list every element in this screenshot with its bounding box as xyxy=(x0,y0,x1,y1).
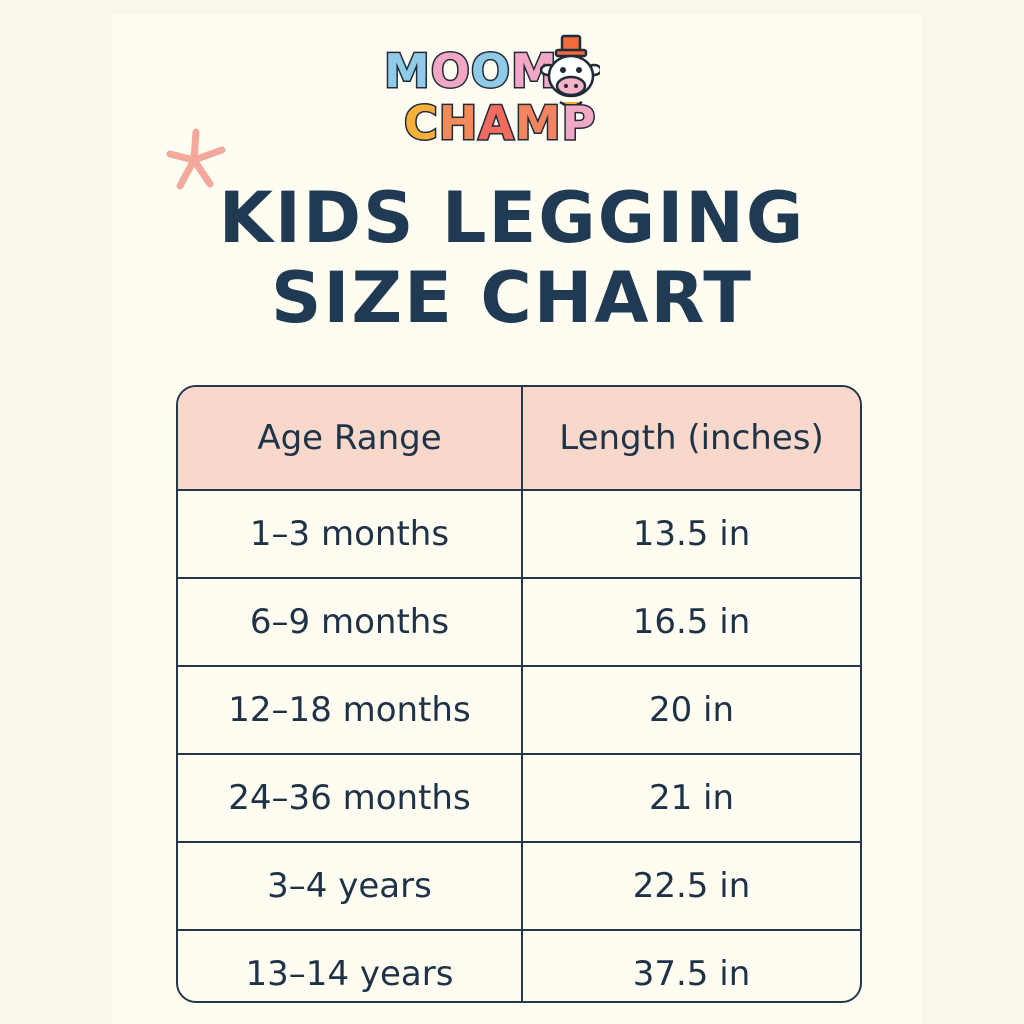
brand-logo: MOOMO CHAMP xyxy=(380,30,620,150)
logo-letter: C xyxy=(403,96,440,150)
title-line-1: KIDS LEGGING xyxy=(218,177,806,259)
cell-length: 13.5 in xyxy=(522,490,860,579)
logo-line-top: MOOMO xyxy=(383,44,598,98)
logo-letter: H xyxy=(437,96,479,150)
cell-age: 6–9 months xyxy=(178,578,523,667)
title-line-2: SIZE CHART xyxy=(270,257,754,339)
table-row: 13–14 years 37.5 in xyxy=(178,930,860,1001)
logo-line-bottom: CHAMP xyxy=(403,96,597,150)
cell-age: 1–3 months xyxy=(178,490,523,579)
column-header-age: Age Range xyxy=(178,387,523,491)
logo-letter: O xyxy=(469,44,511,98)
cell-length: 21 in xyxy=(522,754,860,843)
cow-icon xyxy=(540,34,600,108)
size-table: Age Range Length (inches) 1–3 months 13.… xyxy=(176,385,862,1003)
logo-letter: P xyxy=(560,96,597,150)
cell-length: 22.5 in xyxy=(522,842,860,931)
logo-letter: A xyxy=(477,96,516,150)
asterisk-star-icon xyxy=(166,128,226,190)
cell-length: 20 in xyxy=(522,666,860,755)
logo-letter: M xyxy=(383,44,432,98)
table-row: 12–18 months 20 in xyxy=(178,666,860,755)
cell-length: 37.5 in xyxy=(632,954,751,994)
page-title: KIDS LEGGING SIZE CHART xyxy=(0,178,1024,338)
cell-age: 24–36 months xyxy=(178,754,523,843)
table-row: 24–36 months 21 in xyxy=(178,754,860,843)
cell-age: 13–14 years xyxy=(178,930,523,1001)
table-row: 3–4 years 22.5 in xyxy=(178,842,860,931)
column-header-length: Length (inches) xyxy=(522,387,860,491)
cell-age: 3–4 years xyxy=(178,842,523,931)
cell-length: 16.5 in xyxy=(522,578,860,667)
table-row: 1–3 months 13.5 in xyxy=(178,490,860,579)
logo-letter: M xyxy=(513,96,562,150)
cell-age: 12–18 months xyxy=(178,666,523,755)
logo-letter: O xyxy=(429,44,471,98)
table-row: 6–9 months 16.5 in xyxy=(178,578,860,667)
table-header-row: Age Range Length (inches) xyxy=(178,387,860,491)
